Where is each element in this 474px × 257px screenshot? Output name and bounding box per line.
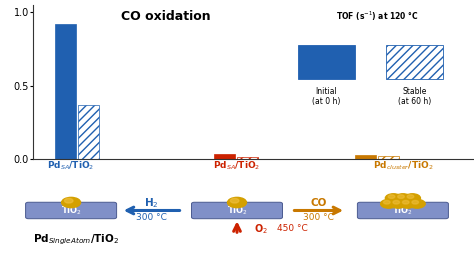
Text: Pd$_{Single Atom}$/TiO$_2$: Pd$_{Single Atom}$/TiO$_2$ <box>33 233 119 247</box>
Text: Initial
(at 0 h): Initial (at 0 h) <box>312 87 340 106</box>
Bar <box>378 156 399 159</box>
Circle shape <box>390 199 406 208</box>
Circle shape <box>407 195 414 198</box>
Text: 300 °C: 300 °C <box>303 213 334 222</box>
Bar <box>78 105 100 159</box>
Text: TiO$_2$: TiO$_2$ <box>227 204 247 217</box>
Circle shape <box>385 194 401 203</box>
FancyBboxPatch shape <box>191 202 283 219</box>
Circle shape <box>383 200 390 204</box>
Bar <box>237 157 258 159</box>
Bar <box>55 24 76 159</box>
Circle shape <box>381 199 397 208</box>
Text: CO oxidation: CO oxidation <box>120 10 210 23</box>
Text: TiO$_2$: TiO$_2$ <box>61 204 82 217</box>
Circle shape <box>400 199 416 208</box>
Circle shape <box>398 195 404 198</box>
FancyBboxPatch shape <box>26 202 117 219</box>
Bar <box>355 155 376 159</box>
Circle shape <box>62 197 81 208</box>
Text: 300 °C: 300 °C <box>136 213 167 222</box>
Text: O$_2$: O$_2$ <box>254 222 267 236</box>
Circle shape <box>64 198 73 203</box>
Circle shape <box>388 195 395 198</box>
Text: Pd$_{cluster}$/TiO$_2$: Pd$_{cluster}$/TiO$_2$ <box>373 160 433 172</box>
Text: Stable
(at 60 h): Stable (at 60 h) <box>398 87 431 106</box>
Circle shape <box>230 198 239 203</box>
Text: Pd$_{SA}$/TiO$_2$: Pd$_{SA}$/TiO$_2$ <box>47 160 95 172</box>
Text: TiO$_2$: TiO$_2$ <box>392 204 413 217</box>
Text: 450 °C: 450 °C <box>277 224 308 233</box>
Circle shape <box>228 197 246 208</box>
Text: H$_2$: H$_2$ <box>145 196 159 210</box>
Circle shape <box>395 194 411 203</box>
Circle shape <box>402 200 409 204</box>
Circle shape <box>404 194 420 203</box>
FancyBboxPatch shape <box>298 45 355 79</box>
FancyBboxPatch shape <box>357 202 448 219</box>
FancyBboxPatch shape <box>386 45 443 79</box>
Circle shape <box>393 200 400 204</box>
Text: TOF (s$^{-1}$) at 120 °C: TOF (s$^{-1}$) at 120 °C <box>336 10 419 23</box>
Text: Pd$_{SA}$/TiO$_2$: Pd$_{SA}$/TiO$_2$ <box>213 160 261 172</box>
Text: CO: CO <box>310 198 327 208</box>
Circle shape <box>412 200 419 204</box>
Circle shape <box>409 199 425 208</box>
Bar <box>214 154 235 159</box>
